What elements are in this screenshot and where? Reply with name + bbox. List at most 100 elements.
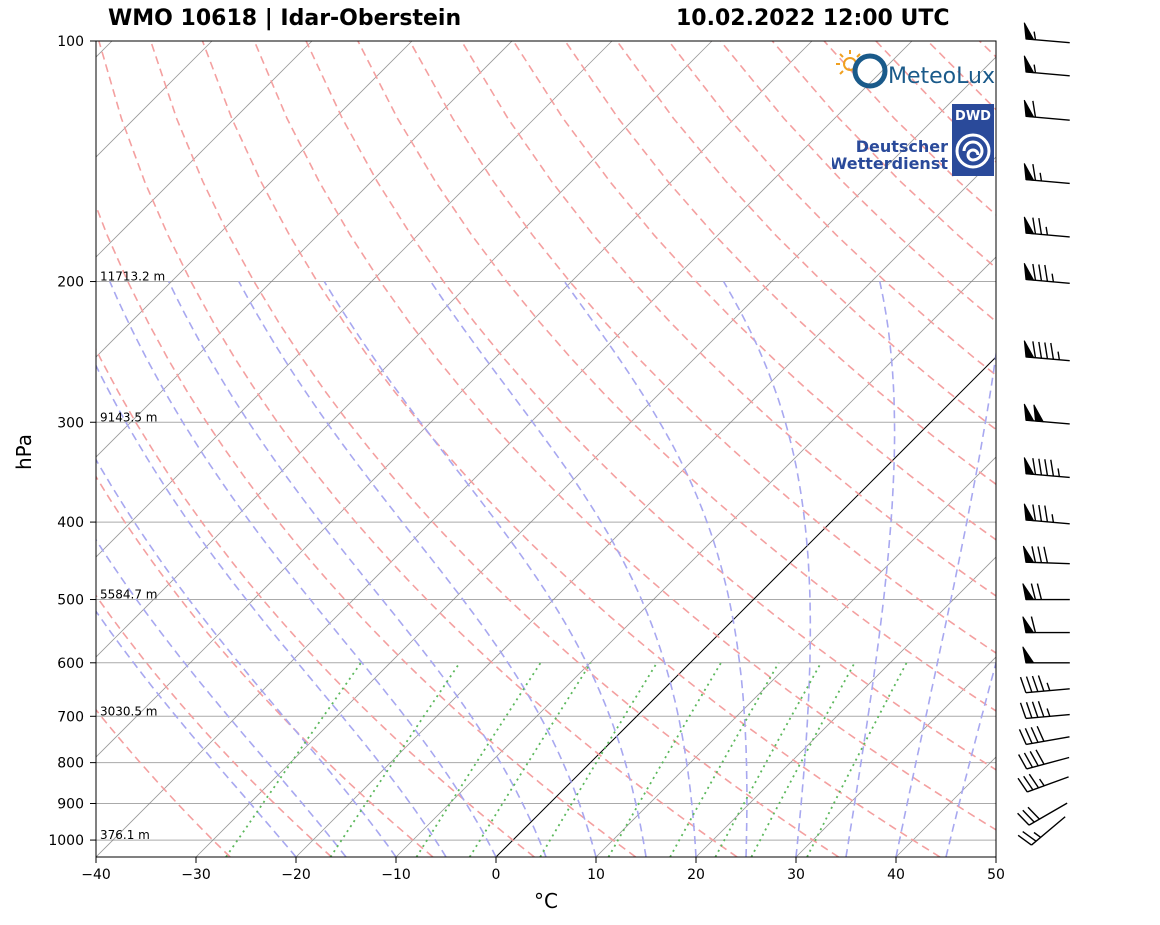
moist-adiabat [323, 281, 647, 857]
x-tick-label: 40 [887, 867, 905, 883]
x-tick-label: −10 [381, 867, 411, 883]
dry-adiabat [616, 41, 996, 431]
dwd-line2: Wetterdienst [832, 154, 948, 173]
y-tick-label: 300 [57, 415, 84, 431]
height-label: 376.1 m [100, 828, 150, 842]
isotherm-line [96, 41, 613, 558]
moist-adiabat [96, 538, 347, 857]
isotherm-line [195, 56, 996, 857]
isotherm-line [96, 41, 513, 458]
isotherm-line [96, 41, 313, 258]
y-tick-label: 400 [57, 515, 84, 531]
meteolux-text: MeteoLux [888, 64, 995, 89]
x-tick-label: 20 [687, 867, 705, 883]
mixing-ratio-line [225, 662, 362, 857]
plot-frame [95, 40, 997, 858]
isotherm-line [96, 41, 813, 758]
wind-barb [1017, 773, 1069, 793]
dry-adiabat [96, 475, 434, 857]
isotherm-line [695, 556, 996, 857]
isotherm-line [96, 41, 913, 857]
wind-barb [1018, 749, 1070, 770]
x-tick-label: 50 [987, 867, 1005, 883]
wind-barb [1023, 99, 1070, 121]
wind-barb [1023, 340, 1070, 362]
moist-adiabat [430, 281, 697, 857]
dwd-line1: Deutscher [856, 137, 948, 156]
isotherm-line [295, 156, 996, 857]
y-tick-label: 1000 [48, 833, 84, 849]
isotherm-line [995, 856, 996, 857]
wind-barb [1023, 262, 1070, 284]
y-axis-label: hPa [12, 434, 36, 470]
dry-adiabat [460, 41, 996, 597]
x-tick-label: 30 [787, 867, 805, 883]
wind-barb [1019, 675, 1070, 694]
isotherm-line [595, 456, 996, 857]
wind-barb [1023, 457, 1070, 479]
wind-barb [1023, 163, 1070, 185]
y-tick-label: 900 [57, 797, 84, 813]
moist-adiabat [96, 363, 447, 857]
dry-adiabat [564, 41, 996, 486]
mixing-ratio-line [607, 662, 722, 857]
datetime-title: 10.02.2022 12:00 UTC [676, 6, 950, 31]
y-tick-label: 600 [57, 656, 84, 672]
x-tick-label: 10 [587, 867, 605, 883]
height-label: 5584.7 m [100, 588, 158, 602]
wind-barb [1022, 616, 1070, 634]
wind-barb [1023, 22, 1070, 44]
wind-barb [1019, 701, 1070, 720]
y-tick-label: 800 [57, 756, 84, 772]
wind-barb [1022, 545, 1070, 565]
dwd-badge [952, 104, 994, 176]
dry-adiabat [201, 41, 941, 857]
y-tick-label: 200 [57, 275, 84, 291]
dry-adiabat [409, 41, 996, 654]
isotherm-line [395, 256, 996, 857]
moist-adiabat [109, 281, 497, 857]
dry-adiabat [96, 708, 231, 857]
dwd-spiral-icon [955, 133, 991, 169]
moist-adiabat [238, 281, 597, 857]
dry-adiabat [96, 204, 637, 857]
mixing-ratio-line [539, 662, 658, 857]
isotherm-line [795, 656, 996, 857]
meteolux-ring [852, 53, 888, 89]
isotherm-line [96, 41, 413, 358]
moist-adiabat [563, 281, 748, 857]
x-tick-label: 0 [492, 867, 501, 883]
dwd-logo: DWD Deutscher Wetterdienst [830, 104, 997, 180]
mixing-ratio-line [669, 662, 780, 857]
x-axis-label: °C [534, 889, 558, 913]
mixing-ratio-line [329, 662, 461, 857]
moist-adiabat [722, 281, 812, 857]
mixing-ratio-line [415, 662, 542, 857]
moist-adiabat [167, 281, 547, 857]
y-tick-label: 700 [57, 709, 84, 725]
wind-barb [1018, 725, 1070, 746]
wind-barb [1023, 216, 1070, 238]
dry-adiabat [978, 41, 996, 58]
wind-barb [1023, 503, 1070, 525]
moist-adiabat [945, 659, 996, 857]
height-label: 3030.5 m [100, 704, 158, 718]
meteolux-logo: MeteoLux [832, 46, 997, 92]
dry-adiabat [253, 41, 996, 831]
dry-adiabat [149, 41, 840, 857]
wind-barb [1022, 646, 1070, 664]
wind-barb [1022, 583, 1070, 601]
dry-adiabat [357, 41, 996, 712]
zero-isotherm [495, 356, 996, 857]
dry-adiabat [96, 594, 333, 857]
station-title: WMO 10618 | Idar-Oberstein [108, 6, 462, 31]
dry-adiabat [668, 41, 996, 377]
mixing-ratio-line [714, 662, 822, 857]
height-label: 9143.5 m [100, 410, 158, 424]
mixing-ratio-line [806, 662, 908, 857]
wind-barb [1023, 55, 1070, 77]
dry-adiabat [1031, 41, 1160, 857]
moist-adiabat [96, 609, 297, 857]
dry-adiabat [96, 347, 535, 857]
